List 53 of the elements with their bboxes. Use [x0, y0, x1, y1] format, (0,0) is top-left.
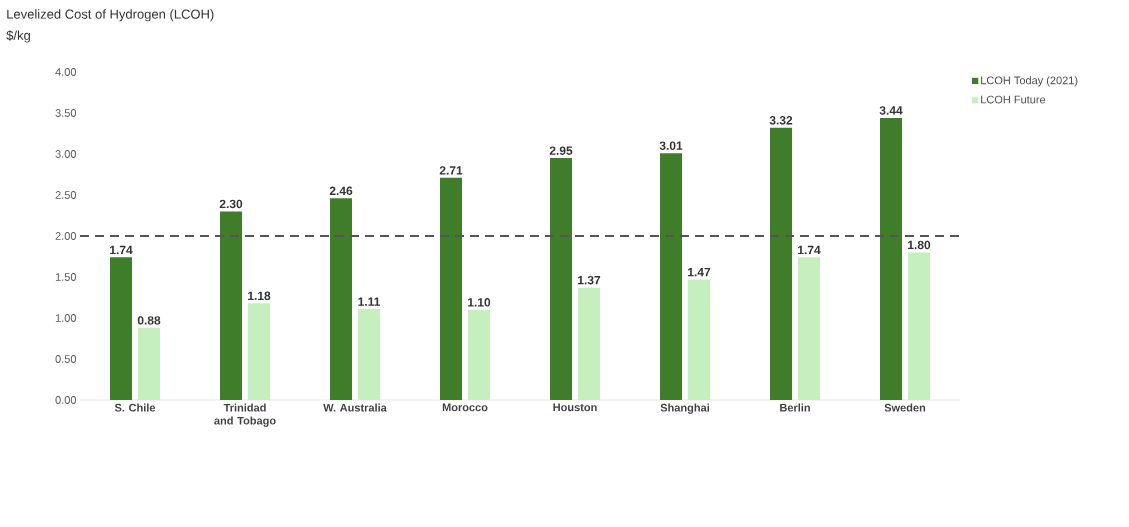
data-label: 1.74: [798, 245, 821, 255]
bar: [770, 127, 792, 400]
y-tick-label: 4.00: [55, 68, 77, 76]
chart-subtitle: $/kg: [6, 30, 30, 43]
x-tick-label: S. Chile: [114, 403, 156, 412]
bar: [110, 257, 133, 400]
y-tick-label: 2.50: [55, 191, 77, 199]
bar: [798, 257, 820, 400]
bar: [220, 211, 243, 400]
data-label: 1.11: [358, 297, 381, 306]
bar: [248, 303, 271, 400]
chart-title: Levelized Cost of Hydrogen (LCOH): [7, 9, 214, 22]
data-label: 2.71: [439, 166, 463, 175]
bar: [550, 158, 572, 400]
data-label: 2.95: [549, 146, 573, 155]
bar: [440, 177, 463, 400]
x-tick-label: Shanghai: [660, 403, 709, 414]
bar: [330, 198, 353, 400]
x-tick-label: Houston: [553, 403, 597, 412]
x-tick-label: W. Australia: [323, 403, 387, 412]
x-tick-label: Sweden: [884, 403, 926, 412]
bar: [358, 308, 381, 400]
data-label: 2.46: [329, 186, 353, 196]
data-label: 1.18: [248, 291, 271, 301]
data-label: 0.88: [137, 316, 161, 325]
data-label: 1.74: [110, 245, 133, 255]
data-label: 3.32: [769, 116, 793, 125]
bar: [578, 287, 600, 400]
data-label: 1.10: [468, 298, 491, 307]
y-tick-label: 0.50: [55, 355, 77, 363]
x-tick-label: Trinidad and Tobago: [214, 403, 276, 427]
data-label: 3.44: [879, 106, 903, 115]
data-label: 3.01: [659, 141, 683, 150]
y-tick-label: 3.00: [55, 150, 77, 158]
y-tick-label: 1.50: [55, 273, 77, 281]
bar: [138, 327, 161, 400]
y-tick-label: 2.00: [55, 232, 77, 240]
bar: [660, 153, 682, 400]
data-label: 1.37: [578, 275, 601, 285]
data-label: 1.80: [908, 240, 931, 250]
bar: [468, 309, 491, 400]
bar: [908, 252, 930, 400]
y-tick-label: 3.50: [55, 109, 77, 117]
legend-label: LCOH Future: [981, 95, 1046, 104]
data-label: 2.30: [219, 199, 243, 209]
x-tick-label: Morocco: [442, 403, 488, 412]
y-tick-label: 1.00: [55, 314, 77, 322]
y-tick-label: 0.00: [55, 396, 77, 404]
legend-label: LCOH Today (2021): [981, 76, 1078, 87]
data-label: 1.47: [688, 268, 711, 277]
bar: [879, 117, 902, 400]
bar: [688, 279, 710, 400]
x-tick-label: Berlin: [780, 403, 810, 412]
